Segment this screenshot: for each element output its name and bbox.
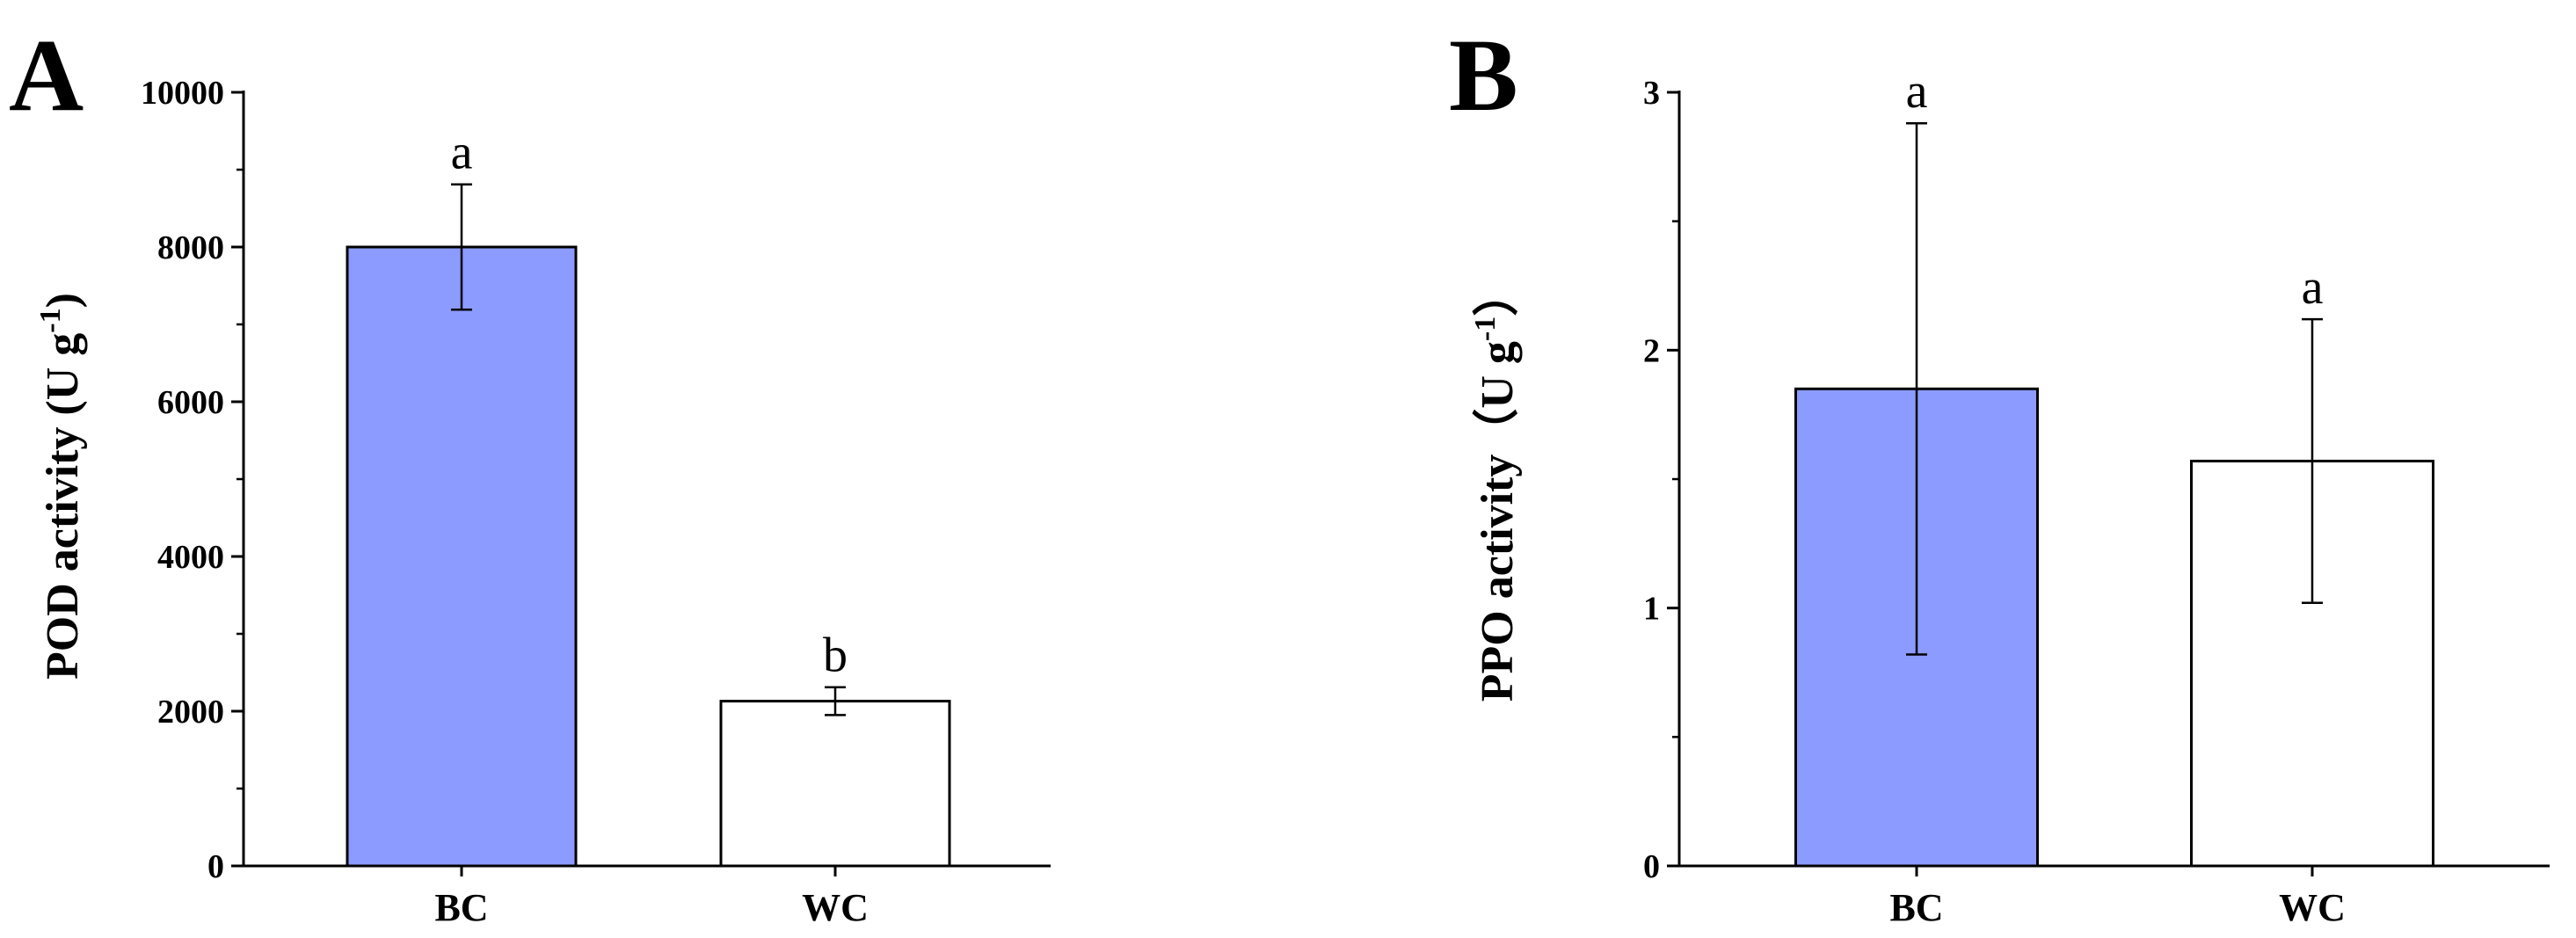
panel-a-significance-label-bc: a: [451, 126, 473, 180]
panel-a-y-tick-label: 2000: [157, 694, 224, 731]
panel-a-y-tick-label: 10000: [141, 75, 224, 112]
panel-b-error-bar-wc: [2302, 317, 2323, 605]
panel-b-y-tick-label: 0: [1643, 848, 1660, 885]
panel-a-y-tick-label: 6000: [157, 384, 224, 421]
panel-a: A POD activity (U g-1) a b 0 2000 4000 6000 80…: [9, 18, 1051, 929]
panel-b-y-tick-label: 1: [1643, 591, 1660, 628]
panel-b-significance-label-wc: a: [2302, 260, 2324, 315]
panel-b-error-bar-bc: [1906, 121, 1927, 656]
panel-a-error-bar-wc: [825, 686, 846, 716]
panel-a-y-axis-title-main: POD activity (U g: [38, 333, 88, 680]
panel-b-y-axis-title-sup: -1: [1469, 316, 1502, 341]
panel-b-y-axis-title-close: ）: [1472, 271, 1523, 316]
panel-b-letter: B: [1449, 18, 1518, 133]
panel-a-error-bar-bc: [451, 183, 472, 311]
panel-b-y-axis-title-main: PPO activity（U g: [1472, 341, 1523, 702]
panel-a-y-tick-label: 8000: [157, 229, 224, 266]
panel-b-significance-label-bc: a: [1906, 64, 1928, 119]
panel-a-x-tick-label-wc: WC: [802, 886, 869, 929]
panel-b-y-tick-label: 3: [1643, 75, 1660, 112]
panel-b-x-tick-label-bc: BC: [1889, 886, 1943, 929]
panel-a-y-axis-title-sup: -1: [34, 308, 67, 332]
panel-a-y-tick-label: 4000: [157, 539, 224, 576]
panel-a-x-tick-label-bc: BC: [434, 886, 488, 929]
panel-a-bar-wc: [719, 700, 951, 868]
panel-b-y-tick-label: 2: [1643, 332, 1660, 369]
panel-a-y-axis-title-close: ): [38, 293, 88, 308]
panel-b-x-tick-label-wc: WC: [2279, 886, 2346, 929]
panel-b-y-axis-title: PPO activity（U g-1）: [1469, 271, 1523, 702]
panel-a-y-axis-title: POD activity (U g-1): [34, 293, 88, 680]
panel-a-y-tick-label: 0: [207, 848, 224, 885]
panel-a-significance-label-wc: b: [823, 629, 848, 683]
panel-a-letter: A: [9, 18, 84, 133]
panel-a-bar-bc: [346, 245, 578, 868]
panel-b: B PPO activity（U g-1） a a 0 1 2 3 BC WC: [1449, 18, 2550, 929]
